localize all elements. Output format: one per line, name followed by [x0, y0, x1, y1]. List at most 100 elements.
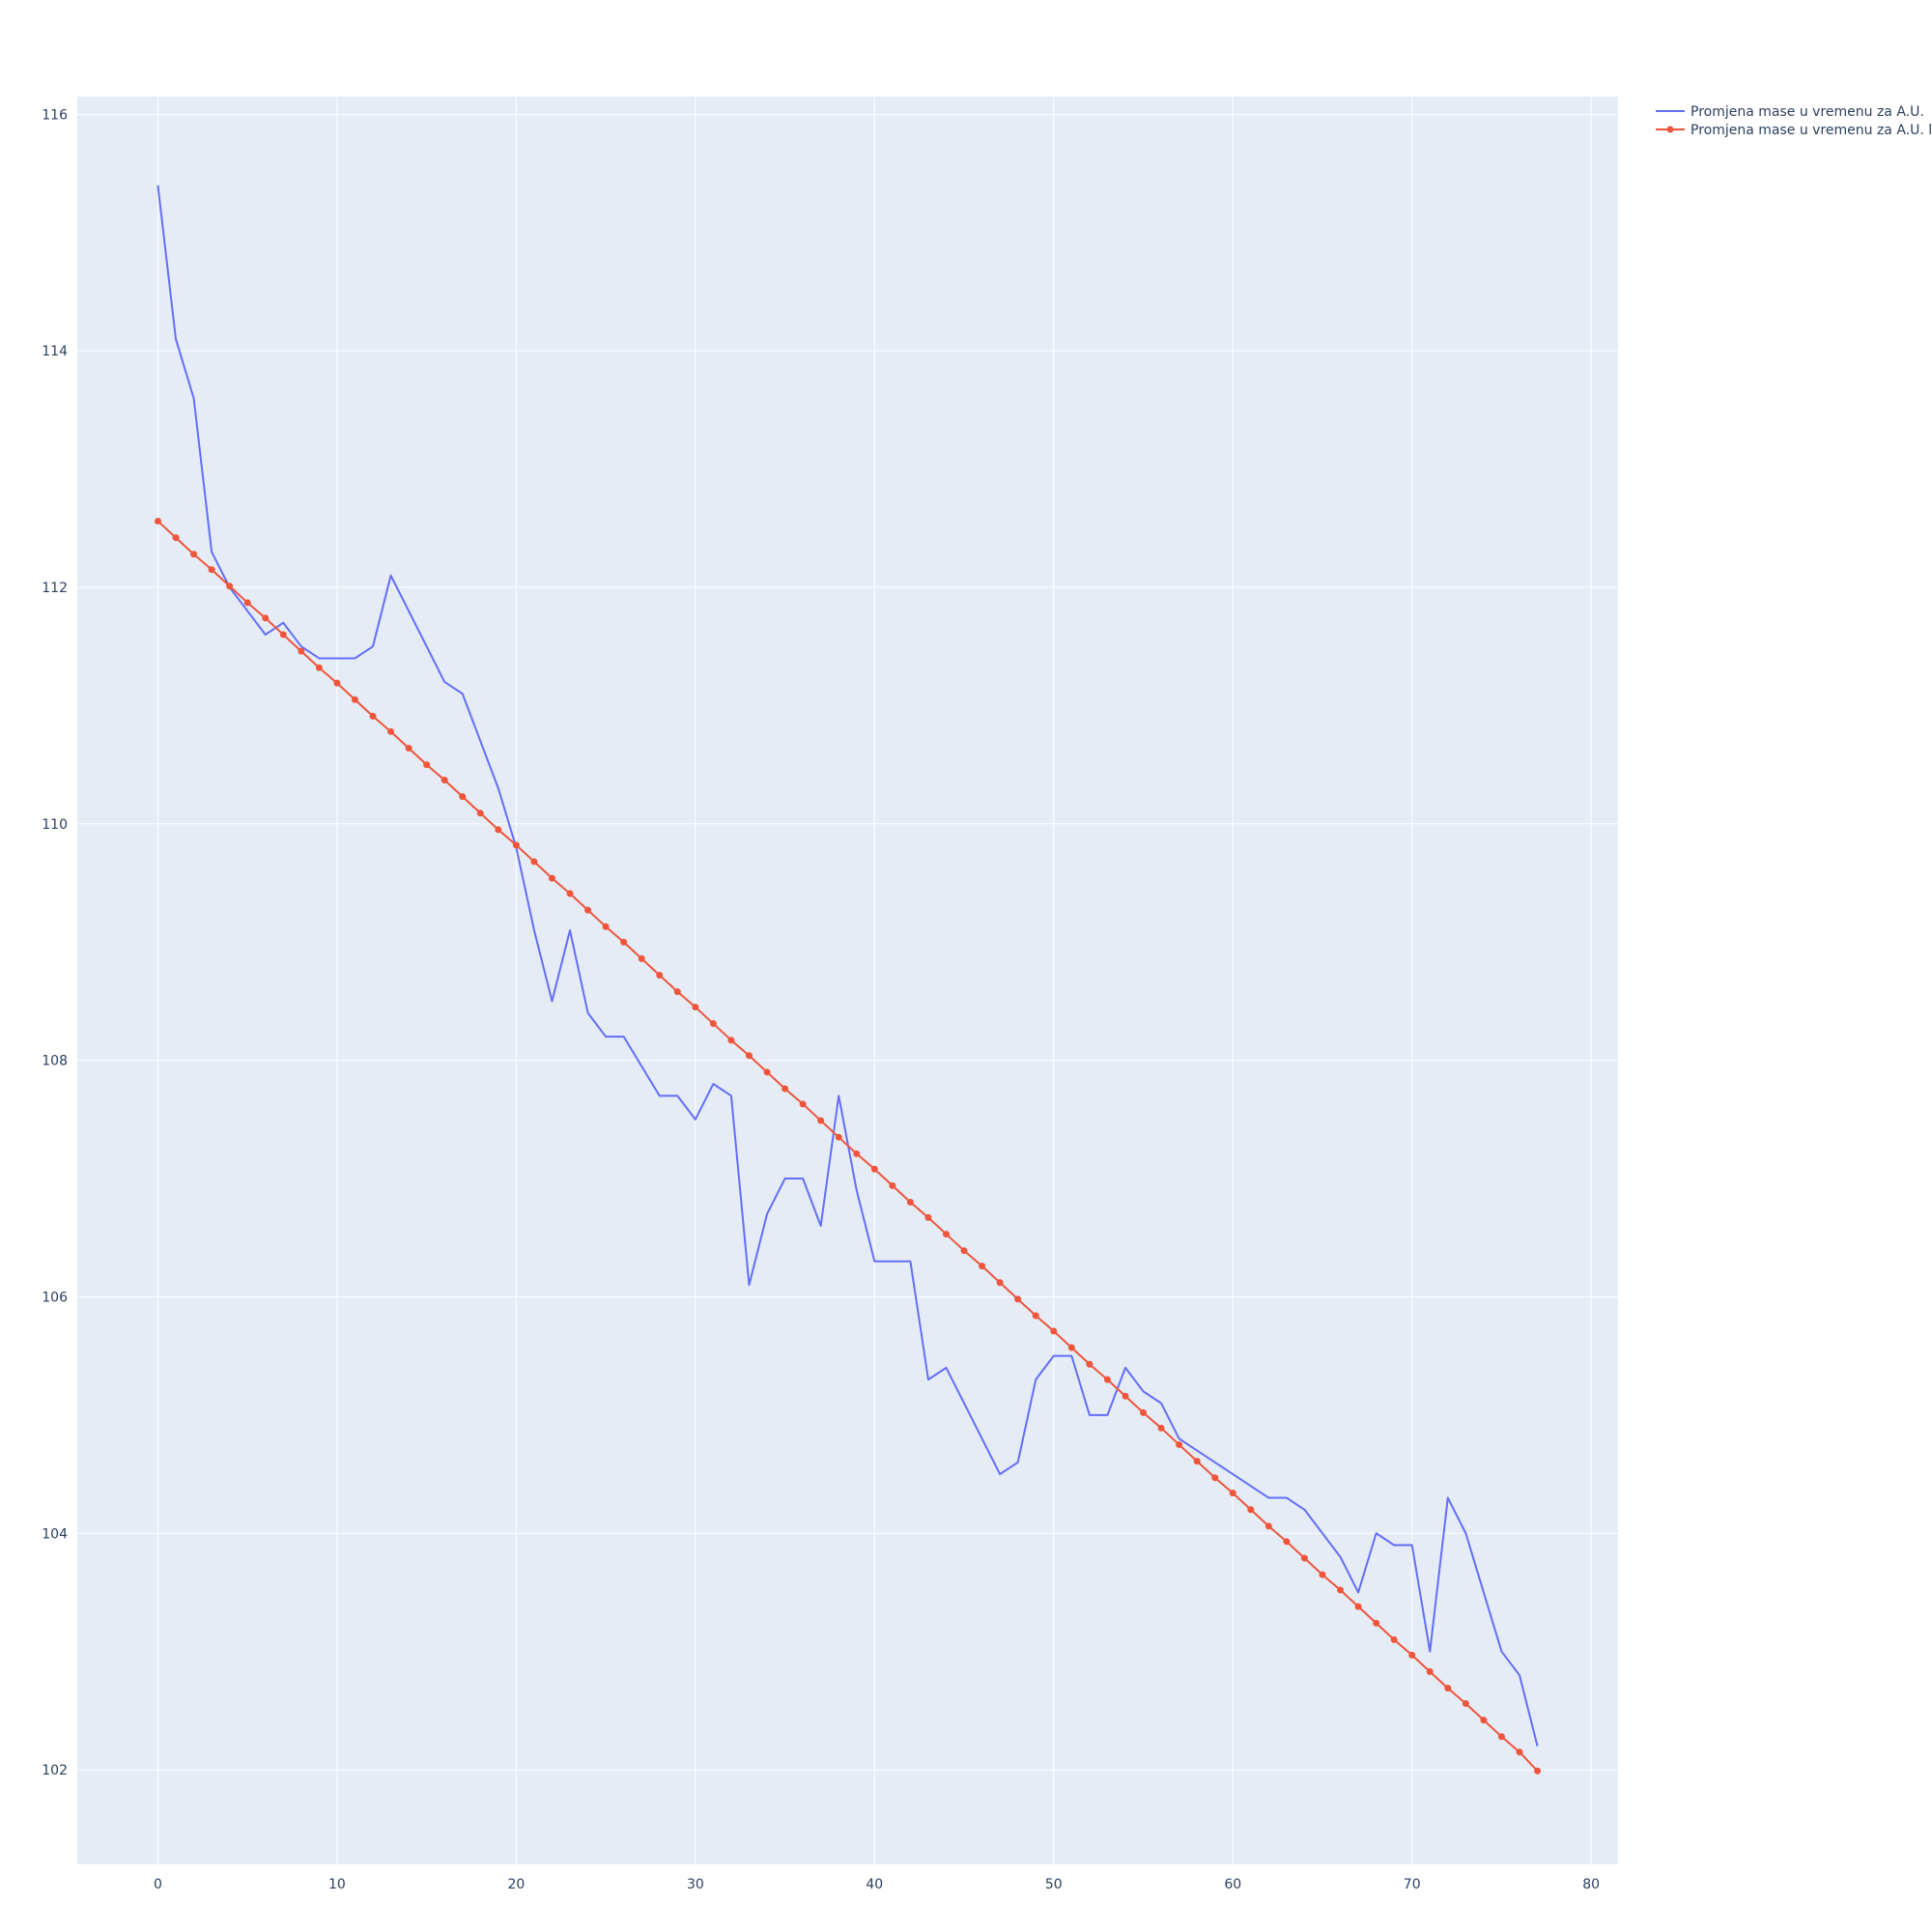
- legend-label-series-2: Promjena mase u vremenu za A.U. linear f…: [1690, 123, 1932, 138]
- series-2-point: [243, 599, 251, 607]
- series-2-point: [906, 1199, 914, 1207]
- series: [154, 185, 1542, 1775]
- series-2-point: [1086, 1360, 1094, 1368]
- legend-label-series-1: Promjena mase u vremenu za A.U.: [1690, 104, 1924, 120]
- series-2-point: [1122, 1392, 1129, 1400]
- series-2-point: [979, 1263, 986, 1270]
- series-2-point: [799, 1100, 807, 1108]
- x-tick-label: 70: [1404, 1877, 1421, 1892]
- y-tick-label: 116: [42, 107, 68, 123]
- series-2-point: [835, 1133, 842, 1141]
- legend-item-series-2[interactable]: Promjena mase u vremenu za A.U. linear f…: [1656, 123, 1932, 138]
- series-2-point: [602, 923, 610, 930]
- x-tick-label: 50: [1045, 1877, 1063, 1892]
- series-2-point: [924, 1213, 932, 1221]
- series-2-point: [781, 1085, 789, 1093]
- series-2-point: [638, 954, 645, 962]
- series-2-point: [1534, 1767, 1542, 1775]
- series-2-point: [1014, 1295, 1022, 1303]
- y-tick-label: 110: [42, 817, 68, 833]
- series-2-point: [960, 1247, 968, 1255]
- x-axis-tick-labels: 0 10 20 30 40 50 60 70 80: [154, 1877, 1600, 1892]
- series-2-point: [763, 1068, 771, 1076]
- y-tick-label: 114: [42, 344, 68, 359]
- series-2-point: [440, 777, 448, 784]
- series-2-point: [1373, 1619, 1380, 1627]
- series-2-point: [817, 1117, 825, 1124]
- series-2-point: [692, 1004, 699, 1011]
- series-2-point: [996, 1279, 1004, 1287]
- series-2-point: [673, 988, 681, 996]
- series-2-point: [1050, 1327, 1058, 1335]
- series-2-point: [1300, 1554, 1308, 1562]
- series-2-point: [1283, 1538, 1291, 1546]
- y-tick-label: 108: [42, 1054, 68, 1069]
- series-2-point: [709, 1020, 717, 1028]
- series-2-point: [1444, 1685, 1452, 1692]
- series-2-point: [423, 761, 431, 769]
- series-2-point: [1354, 1603, 1362, 1610]
- series-2-point: [154, 517, 161, 525]
- series-2-point: [1426, 1667, 1434, 1675]
- series-2-point: [1264, 1522, 1272, 1530]
- series-2-point: [1462, 1700, 1469, 1708]
- series-2-point: [548, 874, 555, 882]
- series-2-point: [208, 566, 215, 574]
- series-2-point: [1319, 1571, 1326, 1578]
- series-1-line: [156, 185, 1539, 1747]
- series-2-point: [1516, 1748, 1523, 1756]
- series-2-point: [476, 810, 484, 817]
- series-2-point: [1229, 1490, 1236, 1497]
- series-2-point: [1480, 1717, 1488, 1724]
- legend-item-series-1[interactable]: Promjena mase u vremenu za A.U.: [1656, 104, 1924, 120]
- series-2-point: [512, 841, 520, 849]
- series-2-point: [853, 1150, 861, 1157]
- series-2-point: [315, 664, 323, 671]
- series-2-point: [1211, 1474, 1219, 1482]
- x-tick-label: 30: [687, 1877, 704, 1892]
- x-tick-label: 0: [154, 1877, 162, 1892]
- series-2-point: [656, 971, 664, 979]
- series-2-point: [190, 551, 198, 558]
- y-tick-label: 104: [42, 1526, 68, 1542]
- series-2-line: [156, 520, 1539, 1772]
- series-2-point: [279, 631, 287, 639]
- y-axis-tick-labels: 102 104 106 108 110 112 114 116: [42, 107, 68, 1778]
- x-tick-label: 60: [1224, 1877, 1241, 1892]
- series-2-point: [172, 534, 180, 542]
- series-2-point: [1032, 1312, 1039, 1320]
- series-2-point: [566, 890, 574, 897]
- y-tick-label: 106: [42, 1290, 68, 1305]
- series-2-point: [1140, 1408, 1148, 1416]
- series-2-point: [1176, 1440, 1183, 1448]
- plot-background: [77, 97, 1618, 1864]
- series-2-point: [745, 1052, 753, 1060]
- x-tick-label: 40: [866, 1877, 883, 1892]
- series-2-point: [226, 582, 234, 590]
- y-tick-label: 112: [42, 581, 68, 596]
- legend: Promjena mase u vremenu za A.U. Promjena…: [1656, 104, 1932, 138]
- legend-marker-series-2: [1666, 126, 1674, 133]
- series-2-point: [405, 744, 412, 752]
- series-2-point: [1497, 1733, 1505, 1741]
- series-2-point: [870, 1165, 878, 1173]
- series-2-point: [1157, 1424, 1165, 1432]
- series-2-point: [262, 614, 270, 622]
- series-2-point: [369, 712, 377, 720]
- series-2-point: [1193, 1458, 1201, 1465]
- series-2-point: [620, 938, 628, 946]
- series-2-point: [333, 679, 341, 687]
- series-2-point: [889, 1181, 896, 1189]
- series-2-point: [298, 647, 305, 655]
- y-tick-label: 102: [42, 1763, 68, 1778]
- series-2-point: [727, 1037, 735, 1044]
- series-2-point: [1337, 1586, 1345, 1594]
- series-2-point: [459, 793, 467, 801]
- series-2-point: [1247, 1506, 1255, 1514]
- series-2-point: [1067, 1344, 1075, 1351]
- x-tick-label: 10: [328, 1877, 346, 1892]
- series-2-point: [1103, 1376, 1111, 1383]
- series-2-point: [584, 906, 592, 914]
- x-tick-label: 80: [1582, 1877, 1600, 1892]
